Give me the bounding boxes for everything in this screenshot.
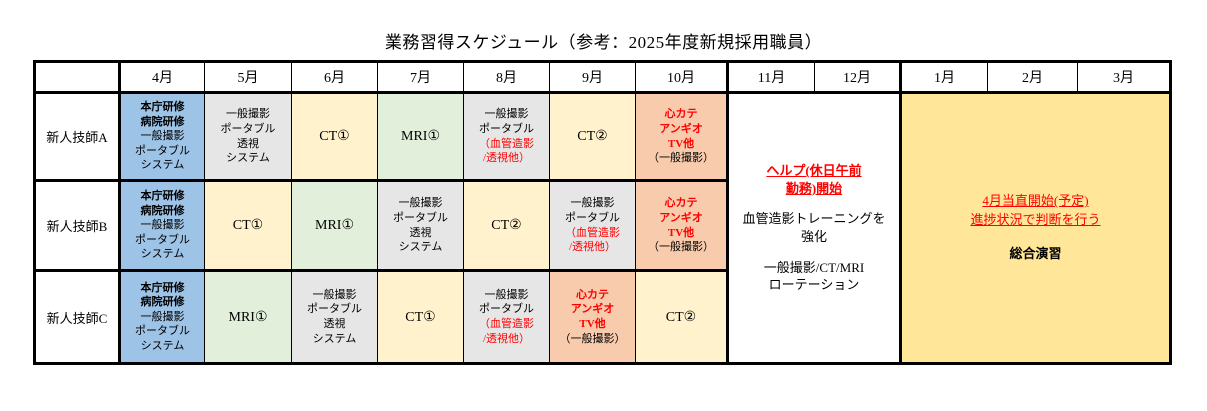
row-label-c: 新人技師C bbox=[34, 270, 120, 364]
row-label-b: 新人技師B bbox=[34, 180, 120, 271]
month-header-aug: 8月 bbox=[463, 61, 550, 93]
cell-c-oct-ct2: CT② bbox=[635, 270, 728, 364]
cell-b-aug-ct2: CT② bbox=[463, 180, 550, 271]
month-header-apr: 4月 bbox=[118, 61, 205, 93]
header-row: 4月 5月 6月 7月 8月 9月 10月 11月 12月 1月 2月 3月 bbox=[34, 61, 1171, 93]
month-header-dec: 12月 bbox=[814, 61, 901, 93]
cell-c-apr-training: 本庁研修 病院研修 一般撮影 ポータブル システム bbox=[118, 270, 205, 364]
cell-nov-dec-help: ヘルプ(休日午前 勤務)開始 血管造影トレーニングを 強化 一般撮影/CT/MR… bbox=[726, 92, 901, 364]
page-title: 業務習得スケジュール（参考：2025年度新規採用職員） bbox=[384, 33, 823, 52]
cell-a-oct-cath: 心カテ アンギオ TV他 （一般撮影） bbox=[635, 92, 728, 181]
cell-a-aug-angio: 一般撮影 ポータブル （血管造影 /透視他） bbox=[463, 92, 550, 181]
month-header-mar: 3月 bbox=[1077, 61, 1171, 93]
cell-b-apr-training: 本庁研修 病院研修 一般撮影 ポータブル システム bbox=[118, 180, 205, 271]
month-header-jun: 6月 bbox=[291, 61, 378, 93]
month-header-jan: 1月 bbox=[899, 61, 988, 93]
month-header-feb: 2月 bbox=[987, 61, 1078, 93]
schedule-table: 4月 5月 6月 7月 8月 9月 10月 11月 12月 1月 2月 3月 新… bbox=[33, 60, 1172, 365]
cell-c-sep-cath: 心カテ アンギオ TV他 （一般撮影） bbox=[549, 270, 636, 364]
month-header-oct: 10月 bbox=[635, 61, 728, 93]
cell-b-may-ct1: CT① bbox=[204, 180, 292, 271]
month-header-sep: 9月 bbox=[549, 61, 636, 93]
cell-b-jun-mri1: MRI① bbox=[291, 180, 378, 271]
cell-a-jul-mri1: MRI① bbox=[377, 92, 464, 181]
month-header-nov: 11月 bbox=[726, 61, 815, 93]
corner-cell bbox=[34, 61, 120, 93]
cell-c-jun-fluoro: 一般撮影 ポータブル 透視 システム bbox=[291, 270, 378, 364]
cell-b-sep-angio: 一般撮影 ポータブル （血管造影 /透視他） bbox=[549, 180, 636, 271]
row-new-tech-b: 新人技師B 本庁研修 病院研修 一般撮影 ポータブル システム CT① MRI①… bbox=[34, 180, 1171, 271]
cell-b-jul-fluoro: 一般撮影 ポータブル 透視 システム bbox=[377, 180, 464, 271]
month-header-jul: 7月 bbox=[377, 61, 464, 93]
cell-a-may-fluoro: 一般撮影 ポータブル 透視 システム bbox=[204, 92, 292, 181]
cell-c-aug-angio: 一般撮影 ポータブル （血管造影 /透視他） bbox=[463, 270, 550, 364]
cell-a-jun-ct1: CT① bbox=[291, 92, 378, 181]
cell-jan-mar-final: 4月当直開始(予定) 進捗状況で判断を行う 総合演習 bbox=[899, 92, 1171, 364]
cell-a-sep-ct2: CT② bbox=[549, 92, 636, 181]
month-header-may: 5月 bbox=[204, 61, 292, 93]
cell-b-oct-cath: 心カテ アンギオ TV他 （一般撮影） bbox=[635, 180, 728, 271]
row-label-a: 新人技師A bbox=[34, 92, 120, 181]
cell-c-jul-ct1: CT① bbox=[377, 270, 464, 364]
cell-a-apr-training: 本庁研修 病院研修 一般撮影 ポータブル システム bbox=[118, 92, 205, 181]
row-new-tech-a: 新人技師A 本庁研修 病院研修 一般撮影 ポータブル システム 一般撮影 ポータ… bbox=[34, 92, 1171, 364]
row-new-tech-c: 新人技師C 本庁研修 病院研修 一般撮影 ポータブル システム MRI① 一般撮… bbox=[34, 270, 1171, 364]
cell-c-may-mri1: MRI① bbox=[204, 270, 292, 364]
